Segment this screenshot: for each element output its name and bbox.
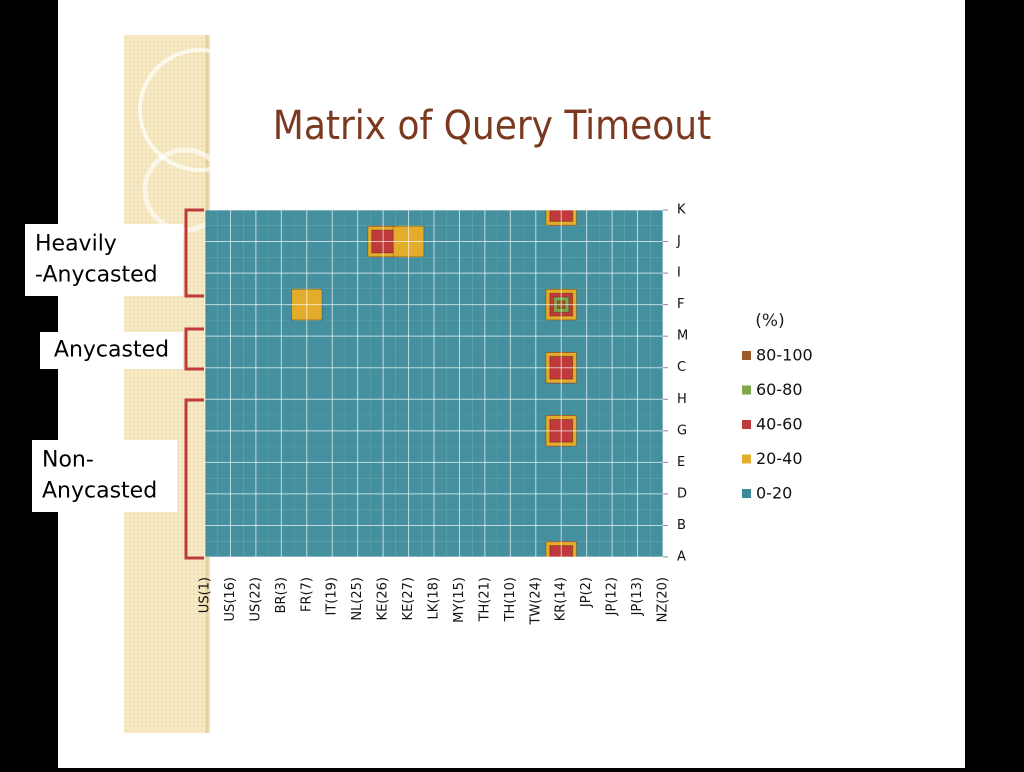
y-tick-label: B <box>677 518 686 533</box>
y-tick-label: A <box>677 550 686 565</box>
bracket <box>184 398 204 560</box>
legend-title: (%) <box>755 311 784 331</box>
legend-swatch <box>742 420 751 429</box>
legend-label: 0-20 <box>756 484 792 503</box>
y-tick-label: E <box>677 455 685 470</box>
annotation-box <box>32 440 177 512</box>
plot-area <box>205 210 663 557</box>
y-tick-label: H <box>677 392 687 407</box>
x-tick-label: TH(21) <box>477 577 492 622</box>
y-tick-label: J <box>676 234 681 249</box>
x-tick-label: JP(13) <box>630 577 645 616</box>
x-tick-label: KE(26) <box>376 577 391 620</box>
y-tick-label: G <box>677 423 687 438</box>
y-tick-label: C <box>677 360 686 375</box>
x-tick-label: JP(12) <box>605 577 620 616</box>
legend-swatch <box>742 351 751 360</box>
annotation-text: Non- <box>42 448 94 473</box>
x-tick-label: NZ(20) <box>656 577 671 622</box>
surface-cell <box>650 541 663 557</box>
legend-swatch <box>742 489 751 498</box>
annotation-text: Anycasted <box>42 479 157 504</box>
legend-swatch <box>742 454 751 464</box>
annotation-box <box>25 224 183 296</box>
x-tick-label: US(1) <box>198 577 213 613</box>
bracket <box>184 208 204 298</box>
x-tick-label: KR(14) <box>554 577 569 621</box>
x-tick-label: BR(3) <box>274 577 289 613</box>
y-tick-label: K <box>677 203 686 218</box>
legend-label: 20-40 <box>756 449 803 468</box>
decor-circle <box>138 48 262 172</box>
x-tick-label: JP(2) <box>579 577 594 608</box>
x-tick-label: TW(24) <box>528 577 543 625</box>
y-tick-label: D <box>677 486 687 501</box>
surface-cell <box>205 541 218 557</box>
annotation-text: Heavily <box>35 232 117 257</box>
x-tick-label: NL(25) <box>350 577 365 621</box>
x-tick-label: LK(18) <box>427 577 442 619</box>
legend-swatch <box>742 385 751 395</box>
x-tick-label: FR(7) <box>299 577 314 612</box>
y-tick-label: M <box>677 329 688 344</box>
annotation-text: -Anycasted <box>35 263 158 288</box>
surface-cell <box>650 210 663 226</box>
annotation-box <box>40 332 183 369</box>
x-tick-label: TH(10) <box>503 577 518 622</box>
surface-cell <box>205 210 218 226</box>
decor-strip <box>124 35 210 733</box>
x-tick-label: IT(19) <box>325 577 340 615</box>
x-tick-label: KE(27) <box>401 577 416 620</box>
y-tick-label: I <box>677 266 681 281</box>
x-tick-label: US(22) <box>248 577 263 621</box>
y-tick-label: F <box>677 297 684 312</box>
bracket <box>184 327 204 371</box>
legend-label: 40-60 <box>756 415 803 434</box>
x-tick-label: US(16) <box>223 577 238 621</box>
annotation-text: Anycasted <box>54 338 169 363</box>
chart-title: Matrix of Query Timeout <box>273 103 711 149</box>
x-tick-label: MY(15) <box>452 577 467 623</box>
legend-label: 60-80 <box>756 380 803 399</box>
legend-label: 80-100 <box>756 346 813 365</box>
